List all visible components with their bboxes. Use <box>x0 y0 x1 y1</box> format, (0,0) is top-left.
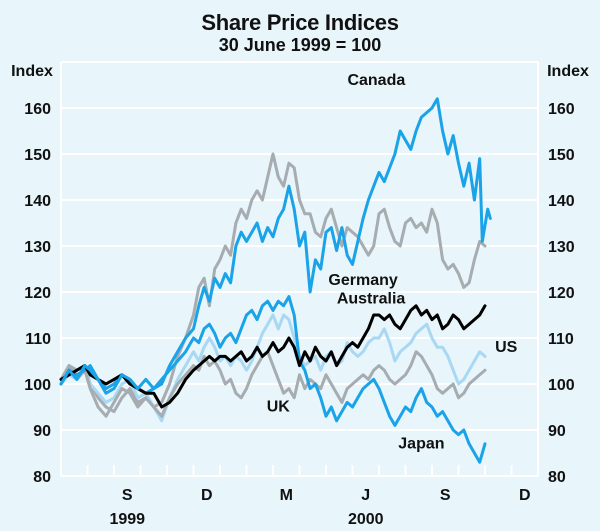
x-tick-labels: S D M J S D 1999 2000 <box>109 487 530 528</box>
series-label-uk: UK <box>267 399 291 416</box>
series-label-canada: Canada <box>347 72 405 89</box>
y-tick-label-left: 80 <box>33 469 51 486</box>
y-tick-label-left: 160 <box>24 101 51 118</box>
y-axis-label-left: Index <box>11 63 53 80</box>
x-month-label: J <box>361 487 370 504</box>
y-axis-label-right: Index <box>547 63 589 80</box>
y-tick-label-right: 130 <box>548 239 575 256</box>
series-line-australia <box>59 304 487 409</box>
y-tick-label-right: 160 <box>548 101 575 118</box>
x-month-label: S <box>122 487 133 504</box>
y-tick-label-left: 110 <box>25 331 51 348</box>
x-ticks <box>86 465 513 476</box>
x-month-label: D <box>201 487 213 504</box>
series-label-japan: Japan <box>398 435 444 452</box>
y-tick-label-left: 100 <box>24 377 51 394</box>
chart-subtitle: 30 June 1999 = 100 <box>218 35 382 55</box>
y-tick-label-right: 140 <box>548 193 575 210</box>
series-label-germany: Germany <box>328 272 397 289</box>
axis-labels: Index Index <box>11 63 589 80</box>
y-tick-label-right: 80 <box>548 469 566 486</box>
y-tick-label-right: 150 <box>548 147 575 164</box>
series-labels: Germany US UK Japan Australia Canada <box>267 72 518 452</box>
y-tick-label-left: 120 <box>24 285 51 302</box>
chart-title: Share Price Indices <box>201 10 399 35</box>
series-line-uk <box>59 350 487 418</box>
x-year-label: 2000 <box>348 511 384 528</box>
x-month-label: S <box>440 487 451 504</box>
y-tick-label-left: 140 <box>24 193 51 210</box>
series-line-canada <box>59 97 492 395</box>
series-label-australia: Australia <box>337 291 406 308</box>
plot-area <box>61 62 538 476</box>
x-month-label: M <box>280 487 293 504</box>
y-tick-label-right: 110 <box>548 331 574 348</box>
y-tick-label-right: 100 <box>548 377 575 394</box>
y-tick-label-right: 90 <box>548 423 566 440</box>
y-tick-label-left: 130 <box>24 239 51 256</box>
y-tick-labels: 80 80 90 90 100 100 110 110 120 120 130 130 140 140 15… <box>24 101 575 486</box>
y-tick-label-left: 90 <box>33 423 51 440</box>
y-tick-label-right: 120 <box>548 285 575 302</box>
series-lines <box>59 97 492 464</box>
x-month-label: D <box>519 487 531 504</box>
series-label-us: US <box>495 339 518 356</box>
x-year-label: 1999 <box>109 511 145 528</box>
y-tick-label-left: 150 <box>24 147 51 164</box>
